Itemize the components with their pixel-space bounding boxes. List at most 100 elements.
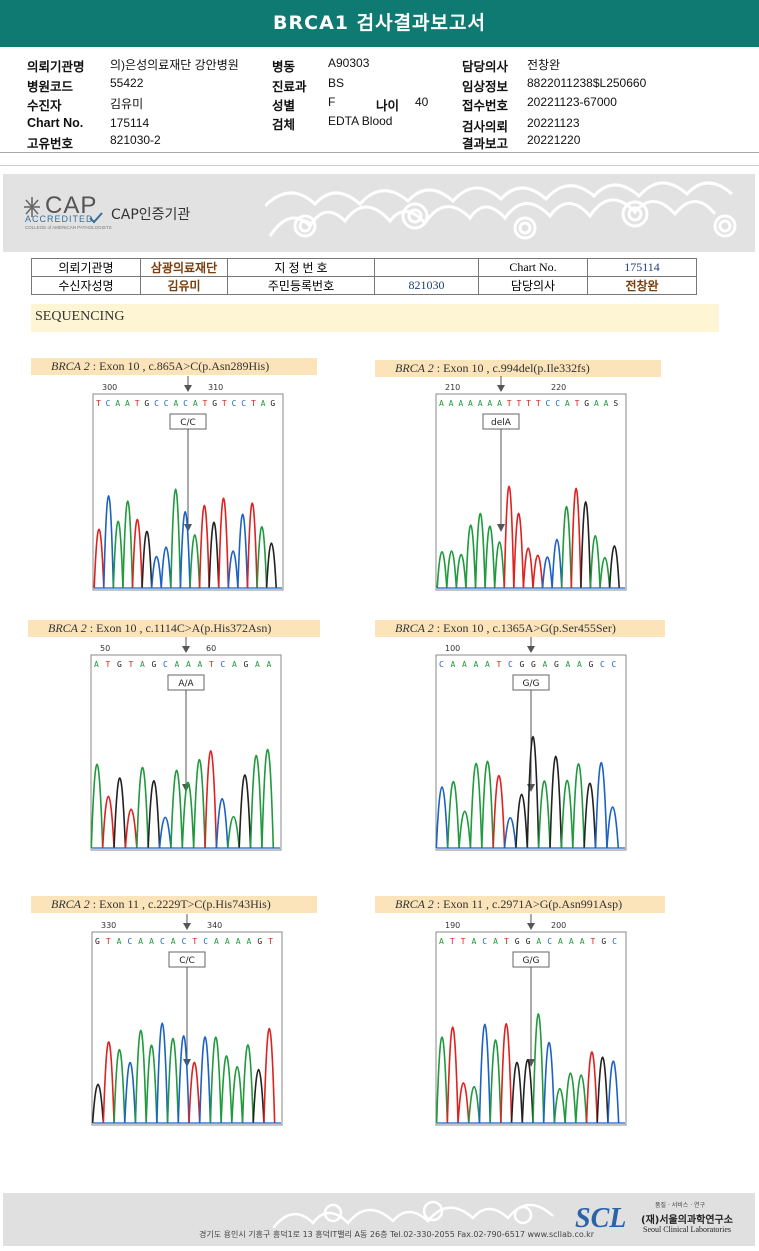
gene-name: BRCA 2 bbox=[395, 361, 434, 375]
genotype-call: C/C bbox=[179, 956, 195, 966]
trace-peak bbox=[564, 1072, 577, 1124]
table-cell: 175114 bbox=[587, 258, 697, 277]
trace-peak bbox=[492, 775, 506, 849]
gene-name: BRCA 2 bbox=[48, 621, 87, 635]
base-call: A bbox=[186, 660, 191, 669]
base-call: A bbox=[94, 660, 99, 669]
base-call: A bbox=[471, 937, 476, 946]
table-cell: 담당의사 bbox=[478, 276, 588, 295]
position-label: 330 bbox=[101, 921, 116, 930]
variant-label: BRCA 2 : Exon 10 , c.865A>C(p.Asn289His) bbox=[31, 358, 317, 375]
base-call: A bbox=[569, 937, 574, 946]
base-call: A bbox=[594, 399, 599, 408]
base-call: G bbox=[520, 660, 525, 669]
position-label: 60 bbox=[206, 644, 216, 653]
trace-peak bbox=[537, 780, 551, 849]
base-call: T bbox=[135, 399, 140, 408]
variant-label: BRCA 2 : Exon 11 , c.2229T>C(p.His743His… bbox=[31, 896, 317, 913]
trace-peak bbox=[522, 547, 534, 589]
position-label: 220 bbox=[551, 383, 566, 392]
lab-name-korean: (재)서울의과학연구소 bbox=[641, 1215, 733, 1226]
position-label: 190 bbox=[445, 921, 460, 930]
trace-peak bbox=[227, 550, 239, 589]
report-header: BRCA1 검사결과보고서 bbox=[0, 0, 759, 47]
base-call: C bbox=[508, 660, 513, 669]
divider bbox=[0, 165, 759, 166]
checkmark-icon bbox=[89, 212, 103, 224]
info-value-sex: F bbox=[328, 95, 336, 109]
trace-peak bbox=[458, 810, 472, 849]
section-title: SEQUENCING bbox=[35, 309, 125, 324]
info-row-doctor: 담당의사 bbox=[462, 56, 508, 75]
base-call: A bbox=[267, 660, 272, 669]
trace-peak bbox=[575, 1074, 588, 1124]
trace-peak bbox=[532, 554, 544, 589]
genotype-call: A/A bbox=[178, 679, 194, 689]
info-value-hospital-code: 55422 bbox=[110, 76, 144, 90]
base-call: C bbox=[482, 937, 487, 946]
base-call: C bbox=[600, 660, 605, 669]
trace-peak bbox=[606, 806, 620, 849]
variant-label: BRCA 2 : Exon 10 , c.994del(p.Ile332fs) bbox=[375, 360, 661, 377]
base-call: T bbox=[504, 937, 509, 946]
base-call: A bbox=[449, 399, 454, 408]
base-call: A bbox=[474, 660, 479, 669]
base-call: G bbox=[515, 937, 520, 946]
trace-peak bbox=[541, 556, 553, 589]
trace-peak bbox=[166, 1037, 180, 1124]
base-call: G bbox=[589, 660, 594, 669]
base-call: A bbox=[247, 937, 252, 946]
table-cell: 주민등록번호 bbox=[227, 276, 375, 295]
info-label: 고유번호 bbox=[27, 137, 74, 151]
info-row-chart: Chart No. bbox=[27, 116, 83, 130]
info-row-unique-id: 고유번호 bbox=[27, 133, 73, 152]
trace-peak bbox=[181, 781, 195, 849]
info-label: 의뢰기관명 bbox=[27, 60, 85, 74]
trace-peak bbox=[526, 735, 540, 849]
trace-peak bbox=[435, 1036, 449, 1124]
trace-peak bbox=[515, 793, 529, 849]
trace-peak bbox=[102, 1041, 115, 1124]
base-call: A bbox=[225, 937, 230, 946]
base-call: T bbox=[461, 937, 466, 946]
scl-logo: SCL bbox=[575, 1203, 627, 1234]
info-value-age: 40 bbox=[415, 95, 429, 109]
info-label: 임상정보 bbox=[462, 80, 509, 94]
info-label: 접수번호 bbox=[462, 99, 509, 113]
base-call: C bbox=[546, 399, 551, 408]
info-value-clinical: 8822011238$L250660 bbox=[527, 76, 647, 90]
trace-peak bbox=[436, 551, 448, 589]
trace-peak bbox=[503, 816, 517, 849]
trace-peak bbox=[589, 534, 601, 589]
cap-college-text: COLLEGE of AMERICAN PATHOLOGISTS bbox=[25, 225, 112, 230]
trace-peak bbox=[583, 782, 597, 849]
trace-peak bbox=[457, 1082, 470, 1124]
trace-peak bbox=[572, 762, 585, 849]
info-row-patient: 수진자 bbox=[27, 95, 62, 114]
trace-peak bbox=[580, 500, 592, 589]
info-value-ward: A90303 bbox=[328, 56, 370, 70]
divider bbox=[0, 152, 759, 153]
patient-table: 의뢰기관명 삼광의료재단 지 정 번 호 Chart No. 175114 수신… bbox=[31, 258, 697, 295]
trace-peak bbox=[489, 1039, 502, 1124]
table-cell: 821030 bbox=[374, 276, 479, 295]
base-call: C bbox=[221, 660, 226, 669]
base-call: T bbox=[516, 399, 521, 408]
trace-peak bbox=[237, 513, 249, 589]
base-call: C bbox=[106, 399, 111, 408]
arrow-icon bbox=[527, 1059, 535, 1067]
trace-peak bbox=[594, 761, 608, 849]
base-call: G bbox=[270, 399, 275, 408]
base-call: G bbox=[117, 660, 122, 669]
base-call: T bbox=[450, 937, 455, 946]
trace-peak bbox=[91, 1083, 105, 1124]
trace-peak bbox=[102, 494, 115, 589]
base-call: T bbox=[222, 399, 227, 408]
base-call: G bbox=[531, 660, 536, 669]
genotype-call: G/G bbox=[523, 679, 540, 689]
cloud-pattern-decoration bbox=[265, 181, 737, 240]
trace-peak bbox=[141, 530, 153, 589]
base-call: C bbox=[612, 660, 617, 669]
trace-peak bbox=[147, 780, 161, 849]
info-label: 성별 bbox=[272, 99, 296, 113]
